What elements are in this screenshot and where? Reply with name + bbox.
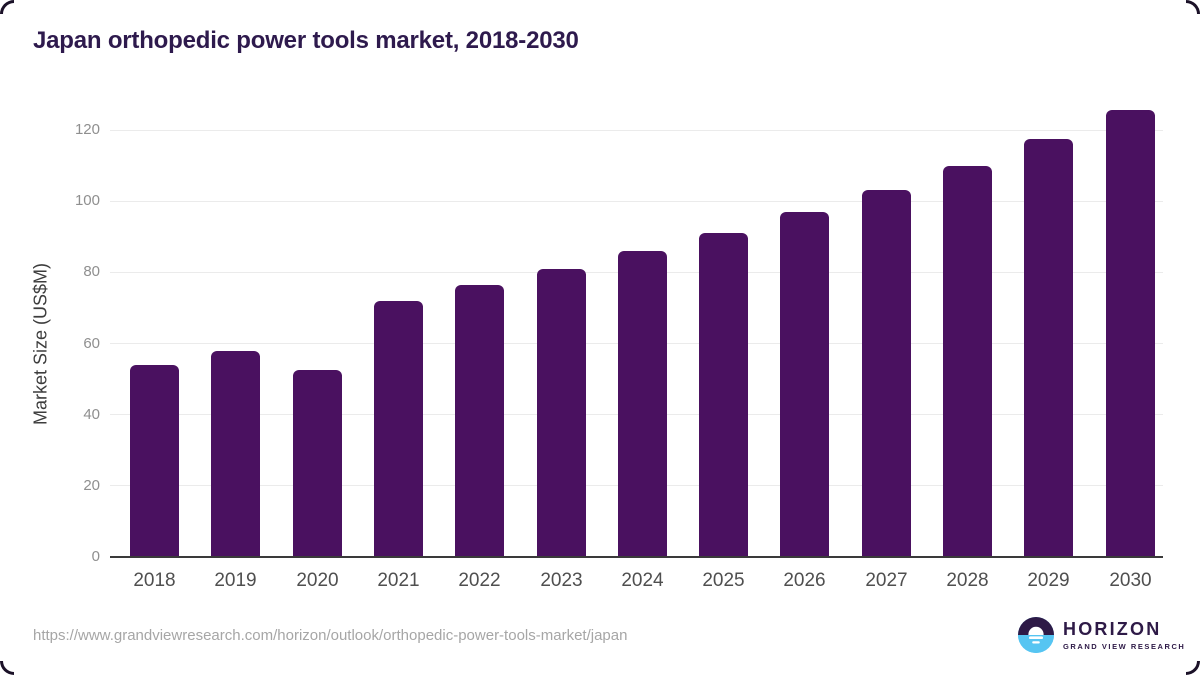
bar-2029 (1024, 139, 1073, 557)
x-tick-label: 2025 (702, 570, 745, 591)
card-corner (1186, 661, 1200, 675)
y-tick-label: 80 (83, 263, 100, 281)
x-axis-line (110, 556, 1163, 558)
x-tick-label: 2019 (214, 570, 257, 591)
x-tick-label: 2022 (458, 570, 501, 591)
chart-title: Japan orthopedic power tools market, 201… (33, 27, 579, 54)
bar-2026 (780, 212, 829, 557)
card-corner (0, 0, 14, 14)
bar-2024 (618, 251, 667, 557)
y-tick-label: 40 (83, 405, 100, 423)
bar-2025 (699, 233, 748, 557)
source-url: https://www.grandviewresearch.com/horizo… (33, 627, 628, 644)
logo-subtext: GRAND VIEW RESEARCH (1063, 641, 1186, 651)
y-tick-label: 100 (74, 192, 100, 210)
x-tick-label: 2026 (783, 570, 826, 591)
x-tick-label: 2021 (377, 570, 420, 591)
y-gridline (110, 200, 1163, 202)
horizon-logo: HORIZON GRAND VIEW RESEARCH (1018, 617, 1185, 653)
bar-2019 (211, 351, 260, 557)
bar-2027 (862, 190, 911, 557)
bar-2021 (374, 301, 423, 557)
bar-2030 (1106, 110, 1155, 557)
y-tick-label: 0 (91, 548, 100, 565)
x-tick-label: 2018 (133, 570, 176, 591)
x-tick-label: 2023 (540, 570, 583, 591)
logo-wordmark: HORIZON (1063, 618, 1162, 639)
x-tick-label: 2030 (1109, 570, 1152, 591)
card-corner (0, 661, 14, 675)
y-tick-label: 60 (83, 334, 100, 352)
card-corner (1186, 0, 1200, 14)
bar-2023 (537, 269, 586, 557)
y-tick-label: 120 (74, 121, 100, 138)
y-tick-label: 20 (83, 476, 100, 494)
x-tick-label: 2020 (296, 570, 339, 591)
horizon-sunset-circle-icon (1018, 617, 1054, 653)
y-gridline (110, 129, 1163, 131)
x-tick-label: 2028 (946, 570, 989, 591)
x-tick-label: 2027 (865, 570, 908, 591)
x-tick-label: 2024 (621, 570, 664, 591)
bar-2022 (455, 285, 504, 557)
bar-2020 (293, 370, 342, 557)
bar-2018 (130, 365, 179, 557)
x-tick-label: 2029 (1027, 570, 1070, 591)
bar-2028 (943, 166, 992, 557)
